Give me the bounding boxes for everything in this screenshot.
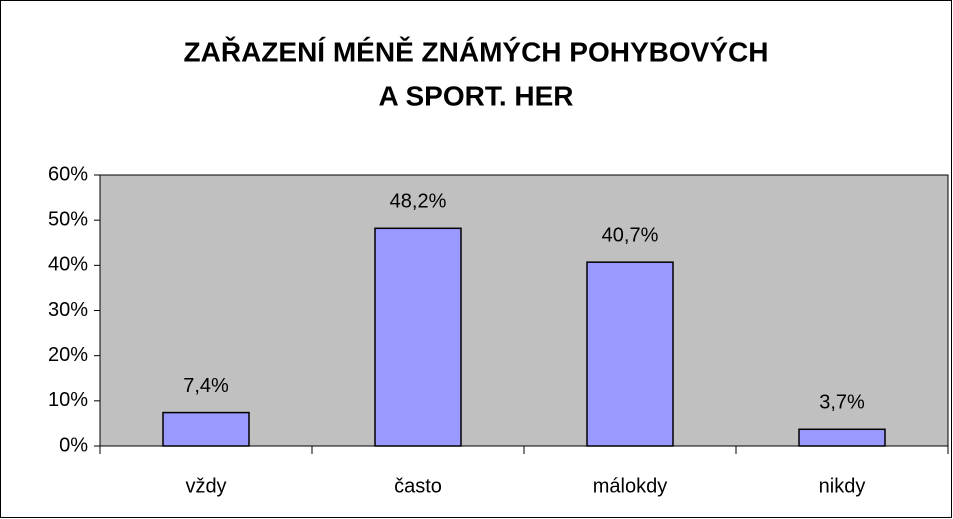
data-label: 40,7% [602,224,659,246]
plot-area [99,174,949,447]
y-tick-label: 60% [48,163,88,185]
y-tick-label: 50% [48,208,88,230]
data-label: 3,7% [819,392,865,414]
chart-title: A SPORT. HER [379,80,574,111]
x-tick-label: nikdy [819,475,866,497]
y-tick-label: 20% [48,344,88,366]
bar [798,428,886,447]
data-label: 48,2% [390,191,447,213]
data-label: 7,4% [183,375,229,397]
x-tick-label: vždy [185,475,226,497]
y-tick-label: 10% [48,389,88,411]
x-tick-label: často [394,475,442,497]
bar [586,261,674,447]
bar [162,411,250,447]
y-tick-label: 0% [59,434,88,456]
bar [374,227,462,447]
chart-title: ZAŘAZENÍ MÉNĚ ZNÁMÝCH POHYBOVÝCH [184,36,769,67]
x-tick-label: málokdy [593,475,667,497]
y-tick-label: 40% [48,254,88,276]
y-tick-label: 30% [48,299,88,321]
